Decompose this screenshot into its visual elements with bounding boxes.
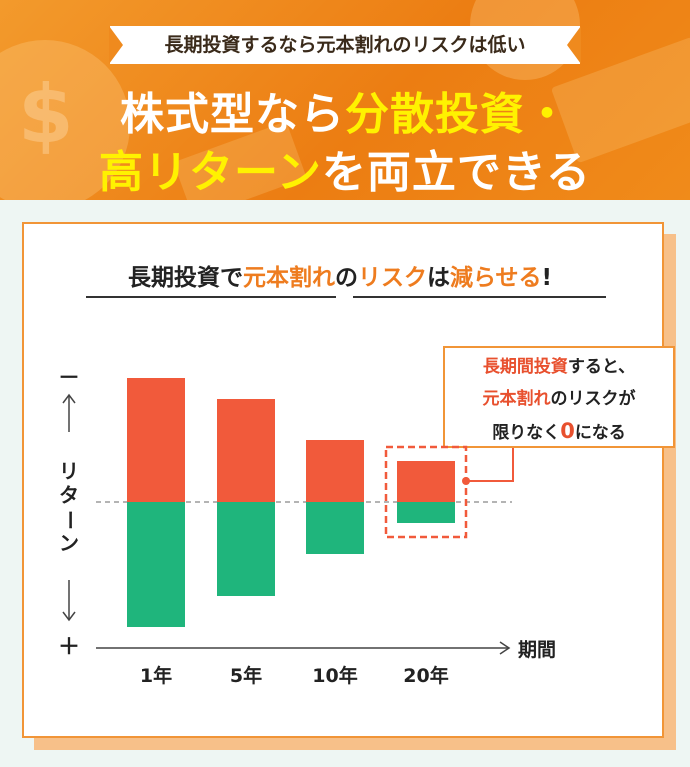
tick-label-1年: 1年	[140, 664, 172, 687]
ribbon-text: 長期投資するなら元本割れのリスクは低い	[164, 34, 526, 56]
loss-bar-10年	[306, 440, 364, 502]
y-top-sign: －	[58, 366, 80, 391]
headline-line2-plain: を両立できる	[321, 147, 591, 198]
subtitle-text: は	[426, 265, 450, 291]
header-banner: $ 長期投資するなら元本割れのリスクは低い 株式型なら分散投資・ 高リターンを両…	[0, 0, 690, 200]
x-axis-label: 期間	[518, 639, 556, 661]
callout-text: のリスクが	[550, 389, 636, 409]
tick-label-10年: 10年	[312, 664, 357, 687]
subtitle-text: の	[334, 265, 358, 291]
callout-connector	[466, 448, 514, 482]
loss-bar-1年	[127, 378, 185, 502]
subtitle-highlight: 元本割れ	[242, 265, 335, 291]
subtitle-underline-left	[86, 296, 336, 298]
headline-line2-highlight: 高リターン	[99, 147, 322, 198]
callout-highlight: 元本割れ	[482, 389, 551, 409]
y-axis-label-char: リ	[59, 459, 79, 483]
y-axis-label-char: ー	[58, 510, 82, 530]
tick-label-20年: 20年	[403, 664, 448, 687]
loss-bar-5年	[217, 399, 275, 502]
callout-text: になる	[574, 423, 626, 443]
loss-bar-20年	[397, 461, 455, 502]
y-axis-label-char: タ	[59, 483, 79, 507]
gain-bar-10年	[306, 502, 364, 554]
subtitle-text: 長期投資で	[127, 265, 243, 291]
headline-line1-plain: 株式型なら	[120, 89, 345, 140]
callout-highlight: 長期間投資	[482, 357, 568, 377]
tick-label-5年: 5年	[230, 664, 262, 687]
headline-line1-highlight: 分散投資・	[345, 89, 570, 140]
highlight-box	[384, 445, 468, 539]
callout-box: 長期間投資すると、 元本割れのリスクが 限りなく0になる	[443, 346, 675, 448]
subtitle-highlight: リスク	[357, 265, 427, 291]
ribbon-banner: 長期投資するなら元本割れのリスクは低い	[109, 26, 581, 64]
y-down-arrowhead	[62, 611, 76, 622]
y-up-arrowhead	[62, 393, 76, 404]
x-axis-arrow	[499, 641, 511, 655]
subtitle-highlight: 減らせる	[449, 265, 542, 291]
subtitle-text: !	[541, 265, 553, 291]
callout-zero: 0	[560, 419, 575, 443]
y-axis-label-char: ン	[59, 531, 79, 555]
gain-bar-20年	[397, 502, 455, 523]
subtitle-underline-right	[353, 296, 606, 298]
y-bottom-sign: ＋	[58, 635, 80, 660]
headline-line2: 高リターンを両立できる	[0, 136, 690, 200]
dollar-icon: $	[18, 68, 74, 161]
card-subtitle: 長期投資で元本割れのリスクは減らせる!	[70, 258, 610, 292]
gain-bar-5年	[217, 502, 275, 596]
callout-text: 限りなく	[492, 423, 561, 443]
headline-line1: 株式型なら分散投資・	[0, 78, 690, 142]
callout-text: すると、	[567, 357, 636, 377]
connector-dot	[462, 477, 470, 485]
gain-bar-1年	[127, 502, 185, 627]
